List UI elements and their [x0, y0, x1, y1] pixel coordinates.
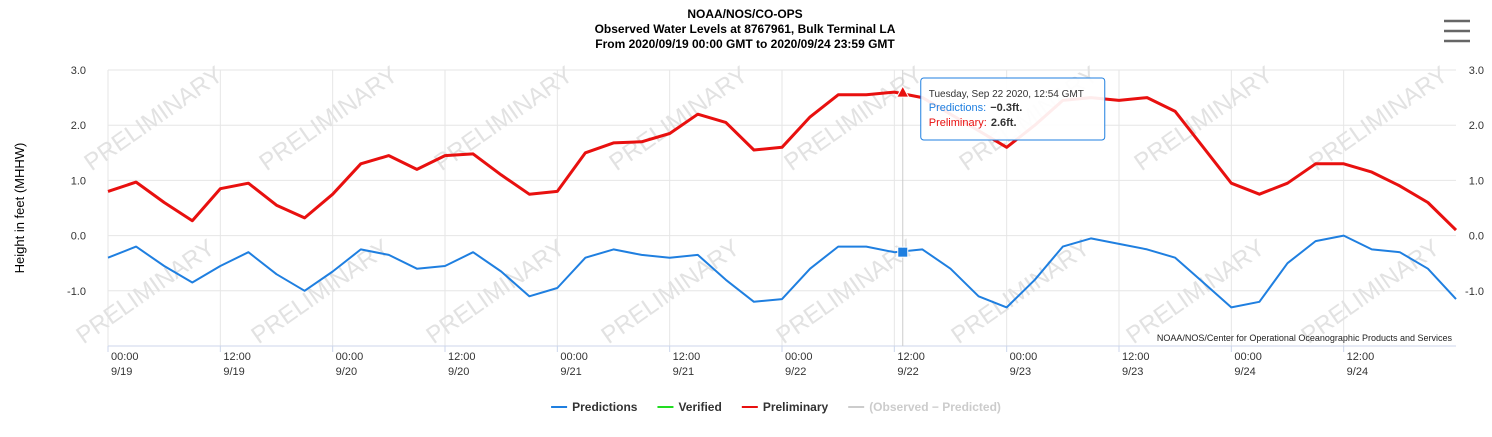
- legend-item[interactable]: Preliminary: [741, 400, 829, 414]
- x-tick-date: 9/23: [1122, 366, 1143, 378]
- x-tick-label: 12:00: [1347, 351, 1375, 363]
- legend-item[interactable]: Verified: [657, 400, 722, 414]
- legend-label[interactable]: Preliminary: [763, 400, 829, 414]
- x-tick-label: 12:00: [448, 351, 476, 363]
- y-tick-label: 3.0: [71, 65, 86, 77]
- tooltip-value: −0.3ft.: [990, 102, 1022, 114]
- watermark: PRELIMINARY: [79, 61, 227, 176]
- legend-label[interactable]: (Observed − Predicted): [869, 400, 1001, 414]
- x-tick-label: 12:00: [1122, 351, 1150, 363]
- x-tick-label: 12:00: [673, 351, 701, 363]
- x-tick-date: 9/21: [560, 366, 581, 378]
- y-tick-label: 2.0: [71, 120, 86, 132]
- legend-item[interactable]: (Observed − Predicted): [848, 400, 1001, 414]
- x-tick-date: 9/19: [111, 366, 132, 378]
- x-tick-date: 9/24: [1234, 366, 1255, 378]
- tooltip-header: Tuesday, Sep 22 2020, 12:54 GMT: [929, 89, 1084, 100]
- y-tick-label: 0.0: [71, 231, 86, 243]
- tooltip-box: [920, 77, 1106, 141]
- tooltip-name: Predictions:: [929, 102, 986, 114]
- hover-marker: [897, 246, 909, 258]
- watermark: PRELIMINARY: [1129, 61, 1277, 176]
- x-tick-date: 9/22: [785, 366, 806, 378]
- series-line: [107, 234, 1457, 309]
- x-tick-date: 9/24: [1347, 366, 1368, 378]
- x-tick-label: 00:00: [336, 351, 364, 363]
- x-tick-date: 9/20: [336, 366, 357, 378]
- x-tick-date: 9/20: [448, 366, 469, 378]
- watermark: PRELIMINARY: [779, 61, 927, 176]
- watermark: PRELIMINARY: [604, 61, 752, 176]
- x-tick-label: 00:00: [560, 351, 588, 363]
- watermark: PRELIMINARY: [1304, 61, 1452, 176]
- y-tick-label: -1.0: [67, 286, 86, 298]
- menu-button[interactable]: [1440, 16, 1472, 46]
- y2-tick-label: -1.0: [1465, 286, 1484, 298]
- legend: Predictions Verified Preliminary (Observed …: [551, 400, 1001, 414]
- legend-label[interactable]: Predictions: [572, 400, 638, 414]
- legend-item[interactable]: Predictions: [551, 400, 638, 414]
- x-tick-label: 00:00: [785, 351, 813, 363]
- chart-subtitle: From 2020/09/19 00:00 GMT to 2020/09/24 …: [595, 37, 895, 51]
- series-line: [107, 90, 1458, 232]
- tooltip-value: 2.6ft.: [991, 117, 1017, 129]
- x-tick-label: 12:00: [897, 351, 925, 363]
- y2-tick-label: 0.0: [1469, 231, 1484, 243]
- y-tick-label: 1.0: [71, 175, 86, 187]
- chart-subtitle: Observed Water Levels at 8767961, Bulk T…: [595, 22, 896, 36]
- watermark: PRELIMINARY: [946, 234, 1094, 349]
- x-tick-date: 9/19: [223, 366, 244, 378]
- credits: NOAA/NOS/Center for Operational Oceanogr…: [1157, 333, 1453, 343]
- watermark: PRELIMINARY: [596, 234, 744, 349]
- x-tick-date: 9/22: [897, 366, 918, 378]
- y-axis-label: Height in feet (MHHW): [12, 143, 27, 274]
- y2-tick-label: 3.0: [1469, 65, 1484, 77]
- watermark: PRELIMINARY: [429, 61, 577, 176]
- x-tick-date: 9/23: [1010, 366, 1031, 378]
- x-tick-label: 12:00: [223, 351, 251, 363]
- legend-label[interactable]: Verified: [678, 400, 721, 414]
- y2-tick-label: 1.0: [1469, 175, 1484, 187]
- x-tick-label: 00:00: [1010, 351, 1038, 363]
- y2-tick-label: 2.0: [1469, 120, 1484, 132]
- tooltip-name: Preliminary:: [929, 117, 987, 129]
- hover-marker: [895, 85, 910, 98]
- x-tick-label: 00:00: [111, 351, 139, 363]
- chart-title: NOAA/NOS/CO-OPS: [687, 7, 802, 21]
- x-tick-label: 00:00: [1234, 351, 1262, 363]
- x-tick-date: 9/21: [673, 366, 694, 378]
- watermark: PRELIMINARY: [71, 234, 219, 349]
